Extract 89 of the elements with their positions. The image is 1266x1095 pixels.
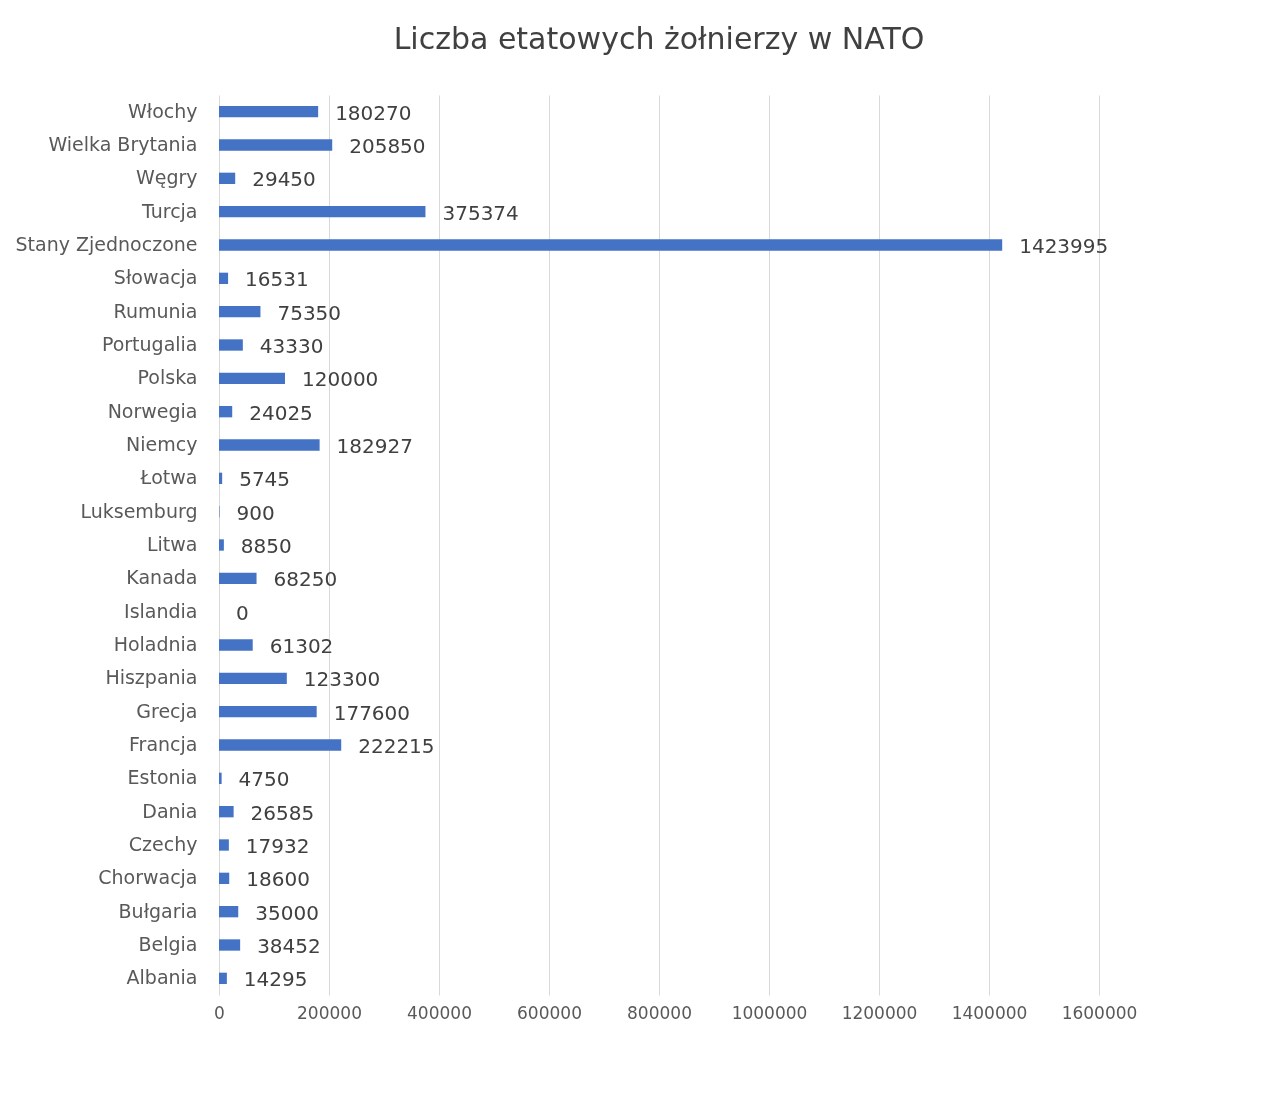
x-tick-label: 1000000 <box>731 1002 808 1023</box>
bar <box>219 306 261 318</box>
data-label: 900 <box>236 500 275 525</box>
data-label: 222215 <box>358 734 435 758</box>
data-label: 375374 <box>442 200 519 225</box>
x-tick-label: 400000 <box>407 1002 472 1023</box>
data-label: 35000 <box>255 900 319 925</box>
y-tick-label: Niemcy <box>126 433 198 455</box>
y-tick-label: Hiszpania <box>105 666 198 689</box>
y-tick-label: Norwegia <box>107 399 198 422</box>
y-tick-label: Włochy <box>127 99 198 122</box>
bar <box>219 539 224 551</box>
bar <box>219 406 233 418</box>
data-label: 182927 <box>336 434 413 458</box>
x-tick-label: 800000 <box>627 1002 692 1023</box>
bar <box>219 939 241 951</box>
data-label: 205850 <box>349 134 426 158</box>
bar <box>219 272 229 284</box>
x-tick-label: 200000 <box>297 1002 362 1023</box>
y-tick-label: Grecja <box>136 699 198 722</box>
bar <box>219 872 230 884</box>
data-label: 24025 <box>249 400 313 425</box>
data-label: 0 <box>236 600 249 625</box>
data-label: 1423995 <box>1019 234 1109 258</box>
y-tick-label: Czechy <box>128 833 198 855</box>
y-tick-label: Bułgaria <box>118 899 198 922</box>
x-tick-label: 600000 <box>517 1002 582 1023</box>
data-label: 4750 <box>238 767 290 792</box>
data-label: 68250 <box>273 567 338 592</box>
data-label: 26585 <box>250 800 315 825</box>
bar <box>219 772 222 784</box>
y-tick-label: Francja <box>129 733 198 755</box>
data-label: 61302 <box>269 634 334 658</box>
data-label: 14295 <box>243 967 308 992</box>
data-label: 16531 <box>245 267 309 292</box>
data-label: 5745 <box>239 467 291 492</box>
y-tick-label: Rumunia <box>113 299 198 322</box>
bar <box>219 839 229 851</box>
x-tick-label: 1400000 <box>951 1002 1028 1023</box>
y-tick-label: Dania <box>142 799 198 822</box>
y-tick-label: Turcja <box>140 199 198 222</box>
bar <box>219 239 1003 251</box>
y-tick-label: Albania <box>126 966 198 989</box>
y-tick-label: Polska <box>137 366 198 389</box>
bar <box>219 972 227 984</box>
y-tick-label: Litwa <box>147 533 198 555</box>
bar <box>219 472 223 484</box>
bar <box>219 739 342 751</box>
x-tick-label: 1200000 <box>841 1002 918 1023</box>
data-label: 18600 <box>246 867 310 892</box>
bar <box>219 572 257 584</box>
y-tick-label: Kanada <box>126 566 198 589</box>
x-tick-label: 1600000 <box>1061 1002 1138 1023</box>
bar <box>219 639 253 651</box>
data-label: 177600 <box>333 700 411 725</box>
x-tick-label: 0 <box>214 1002 225 1023</box>
y-tick-label: Wielka Brytania <box>48 133 198 155</box>
data-label: 180270 <box>335 100 412 125</box>
data-label: 123300 <box>303 667 381 692</box>
y-tick-label: Luksemburg <box>80 499 198 522</box>
y-tick-label: Islandia <box>124 599 198 622</box>
bar <box>219 172 236 184</box>
y-tick-label: Estonia <box>127 766 198 789</box>
y-tick-label: Łotwa <box>139 466 198 489</box>
data-label: 29450 <box>252 167 316 192</box>
y-tick-label: Portugalia <box>101 333 198 355</box>
bar <box>219 139 333 151</box>
data-label: 38452 <box>257 934 321 958</box>
y-tick-label: Słowacja <box>113 266 198 289</box>
y-tick-label: Chorwacja <box>98 866 198 889</box>
bar <box>219 339 243 351</box>
bar <box>219 906 239 918</box>
bar <box>219 372 285 384</box>
data-label: 43330 <box>259 334 324 358</box>
bar <box>219 106 319 118</box>
bar <box>219 806 234 818</box>
y-tick-label: Stany Zjednoczone <box>15 233 198 255</box>
bar <box>219 706 317 718</box>
data-label: 75350 <box>277 300 342 325</box>
bar <box>219 439 320 451</box>
data-label: 8850 <box>240 534 292 558</box>
y-tick-label: Węgry <box>135 166 198 189</box>
y-tick-label: Holadnia <box>113 633 198 655</box>
y-tick-label: Belgia <box>138 933 198 955</box>
data-label: 120000 <box>302 367 379 392</box>
chart-title: Liczba etatowych żołnierzy w NATO <box>393 21 925 56</box>
bar <box>219 206 426 218</box>
data-label: 17932 <box>245 834 310 858</box>
bar <box>219 672 287 684</box>
